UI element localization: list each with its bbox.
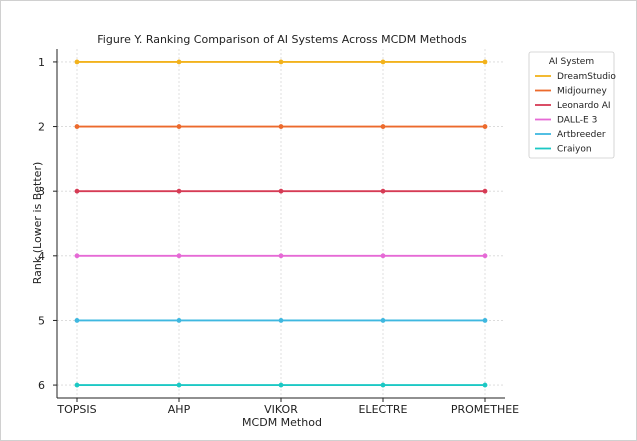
legend-entry: Artbreeder xyxy=(557,130,606,140)
data-point xyxy=(278,253,284,259)
x-axis-label: MCDM Method xyxy=(242,416,322,429)
data-point xyxy=(278,188,284,194)
data-point xyxy=(482,124,488,129)
data-point xyxy=(176,59,182,65)
y-tick-label: 2 xyxy=(38,121,45,134)
y-tick-label: 3 xyxy=(38,185,45,198)
data-point xyxy=(74,59,80,65)
data-point xyxy=(176,253,182,259)
data-point xyxy=(380,59,386,65)
data-point xyxy=(482,59,488,65)
legend-entry: Midjourney xyxy=(557,87,607,97)
legend-entry: Craiyon xyxy=(557,145,592,155)
chart-title: Figure Y. Ranking Comparison of AI Syste… xyxy=(97,33,467,46)
data-point xyxy=(380,124,386,129)
data-point xyxy=(74,253,80,259)
data-point xyxy=(74,124,80,129)
data-point xyxy=(482,188,488,194)
data-point xyxy=(176,382,182,388)
y-tick-label: 4 xyxy=(38,250,45,263)
legend: AI System DreamStudio Midjourney Leonardo A… xyxy=(528,51,616,159)
grid-lines xyxy=(57,49,505,398)
x-tick-label: AHP xyxy=(168,403,191,416)
x-tick-label: VIKOR xyxy=(264,403,298,416)
legend-title: AI System xyxy=(549,57,594,67)
legend-box xyxy=(528,51,615,159)
data-point xyxy=(176,124,182,129)
x-tick-label: PROMETHEE xyxy=(451,403,519,416)
data-point xyxy=(482,318,488,323)
data-point xyxy=(176,318,182,323)
legend-entry: DreamStudio xyxy=(557,72,616,82)
y-tick-label: 1 xyxy=(38,56,45,69)
data-point xyxy=(278,124,284,129)
data-point xyxy=(74,382,80,388)
x-tick-label: TOPSIS xyxy=(56,403,96,416)
series-lines xyxy=(74,59,488,388)
data-point xyxy=(380,382,386,388)
data-point xyxy=(278,382,284,388)
x-tick-label: ELECTRE xyxy=(358,403,407,416)
data-point xyxy=(380,318,386,323)
data-point xyxy=(482,382,488,388)
data-point xyxy=(176,188,182,194)
data-point xyxy=(482,253,488,259)
data-point xyxy=(74,318,80,323)
legend-entry: Leonardo AI xyxy=(557,101,611,111)
legend-entry: DALL-E 3 xyxy=(557,116,597,126)
data-point xyxy=(380,188,386,194)
data-point xyxy=(74,188,80,194)
data-point xyxy=(278,318,284,323)
y-axis-label: Rank (Lower is Better) xyxy=(31,162,44,285)
y-tick-label: 5 xyxy=(38,314,45,327)
axes: TOPSIS AHP VIKOR ELECTRE PROMETHEE 1 2 3 4 5 6 xyxy=(38,49,519,416)
y-tick-label: 6 xyxy=(38,379,45,392)
data-point xyxy=(278,59,284,65)
data-point xyxy=(380,253,386,259)
